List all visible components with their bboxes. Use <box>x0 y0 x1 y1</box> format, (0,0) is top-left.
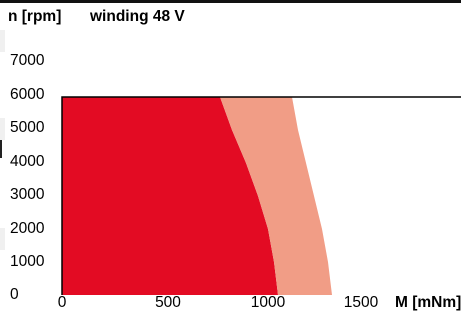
left-edge-strip <box>0 228 5 250</box>
y-tick-label: 7000 <box>10 52 45 69</box>
y-tick-label: 4000 <box>10 153 45 170</box>
chart-title: winding 48 V <box>90 8 185 25</box>
x-tick-label: 0 <box>57 294 67 311</box>
y-tick-label: 2000 <box>10 220 45 237</box>
y-tick-label: 0 <box>10 286 19 303</box>
x-tick-label: 1500 <box>343 294 379 311</box>
x-tick-label: 500 <box>155 294 181 311</box>
left-edge-marker <box>0 140 2 158</box>
y-tick-label: 1000 <box>10 253 45 270</box>
left-edge-strip <box>0 30 5 52</box>
x-tick-label: 1000 <box>250 294 286 311</box>
y-tick-label: 5000 <box>10 119 45 136</box>
y-tick-label: 3000 <box>10 186 45 203</box>
left-edge-strip <box>0 118 5 140</box>
y-axis-label: n [rpm] <box>8 8 62 25</box>
plot-border <box>61 96 461 295</box>
top-rule <box>0 0 461 3</box>
x-axis-label: M [mNm] <box>395 294 461 311</box>
intermittent-operation-area <box>220 97 332 295</box>
continuous-operation-area <box>62 97 278 295</box>
y-tick-label: 6000 <box>10 86 45 103</box>
